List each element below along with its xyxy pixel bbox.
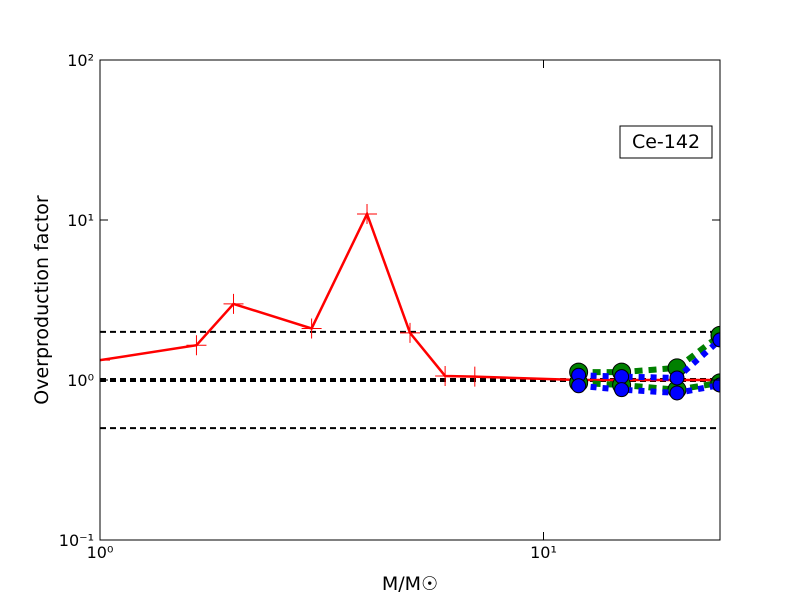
y-tick-label: 10² xyxy=(67,51,94,70)
y-tick-label: 10⁰ xyxy=(67,371,94,390)
annotation: Ce-142 xyxy=(632,131,700,153)
x-tick-label: 10¹ xyxy=(530,543,557,562)
marker xyxy=(186,335,207,356)
marker xyxy=(435,365,456,386)
marker xyxy=(614,382,630,398)
marker xyxy=(669,385,685,401)
marker xyxy=(712,377,720,393)
plot-area xyxy=(100,204,720,430)
marker xyxy=(357,204,378,225)
y-axis-label: Overproduction factor xyxy=(31,195,53,405)
x-tick-label: 10⁰ xyxy=(87,543,114,562)
marker xyxy=(464,366,485,387)
series-line xyxy=(578,382,720,396)
y-tick-label: 10⁻¹ xyxy=(59,531,94,550)
y-tick-label: 10¹ xyxy=(67,211,94,230)
marker xyxy=(669,370,685,386)
marker xyxy=(571,378,587,394)
series-line xyxy=(578,333,720,376)
series-line xyxy=(578,379,720,393)
marker xyxy=(223,293,244,314)
x-axis-label: M/M☉ xyxy=(382,573,438,595)
axes-frame xyxy=(99,59,721,541)
annotation-box xyxy=(619,125,713,159)
marker xyxy=(100,350,110,371)
marker xyxy=(301,318,322,339)
marker xyxy=(614,369,630,385)
marker xyxy=(712,332,720,348)
marker xyxy=(400,322,420,343)
